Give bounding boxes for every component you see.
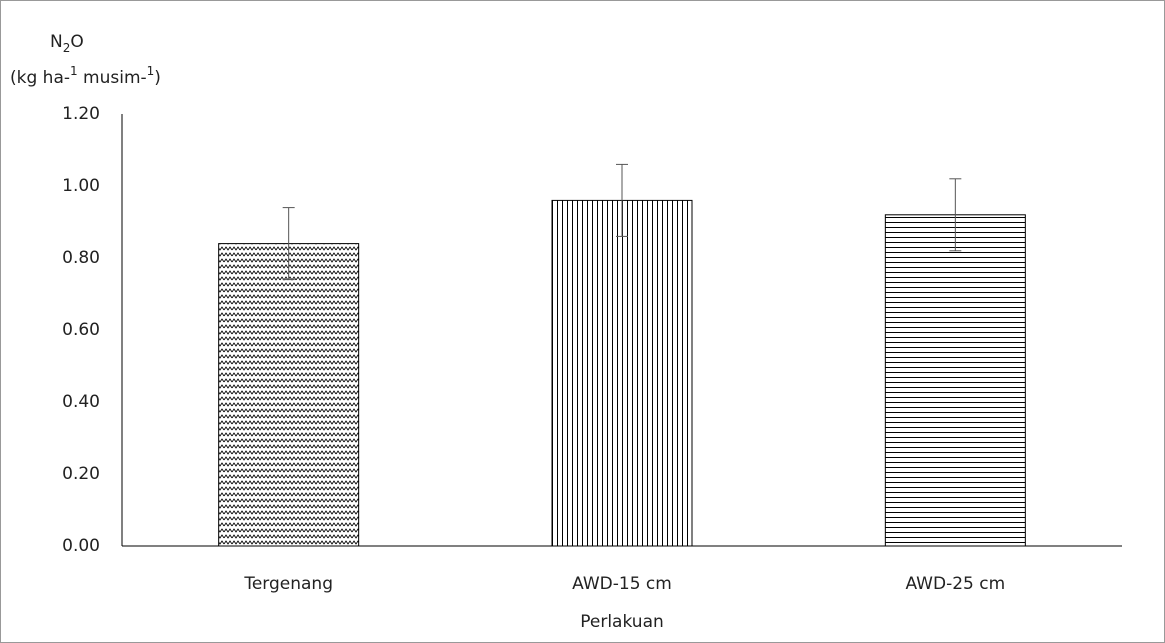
y-axis-label-part: (kg ha- bbox=[10, 68, 70, 88]
y-tick-label: 0.60 bbox=[62, 320, 100, 340]
bar bbox=[884, 214, 1026, 547]
y-axis-label-part: O bbox=[70, 32, 83, 52]
y-tick-label: 0.80 bbox=[62, 248, 100, 268]
bar bbox=[218, 243, 360, 547]
y-axis-label-part: musim- bbox=[78, 68, 147, 88]
y-axis-label-part: 1 bbox=[147, 64, 155, 78]
y-tick-label: 1.20 bbox=[62, 104, 100, 124]
error-bar bbox=[282, 207, 295, 281]
y-axis-label: N2O bbox=[50, 32, 84, 55]
y-axis-label: (kg ha-1 musim-1) bbox=[10, 64, 161, 89]
error-bar bbox=[616, 163, 628, 237]
x-tick-label: AWD-15 cm bbox=[572, 574, 672, 594]
error-bar bbox=[949, 178, 962, 252]
y-axis-label-part: ) bbox=[154, 68, 161, 88]
y-tick-label: 1.00 bbox=[62, 176, 100, 196]
bar bbox=[551, 199, 693, 547]
x-tick-label: AWD-25 cm bbox=[905, 574, 1005, 594]
x-tick-label: Tergenang bbox=[243, 574, 333, 594]
y-axis-label-part: 2 bbox=[63, 41, 71, 55]
y-tick-label: 0.00 bbox=[62, 536, 100, 556]
y-axis-label-part: 1 bbox=[70, 64, 78, 78]
y-tick-label: 0.20 bbox=[62, 464, 100, 484]
y-tick-label: 0.40 bbox=[62, 392, 100, 412]
x-axis-label: Perlakuan bbox=[580, 612, 664, 632]
y-axis-label-part: N bbox=[50, 32, 63, 52]
